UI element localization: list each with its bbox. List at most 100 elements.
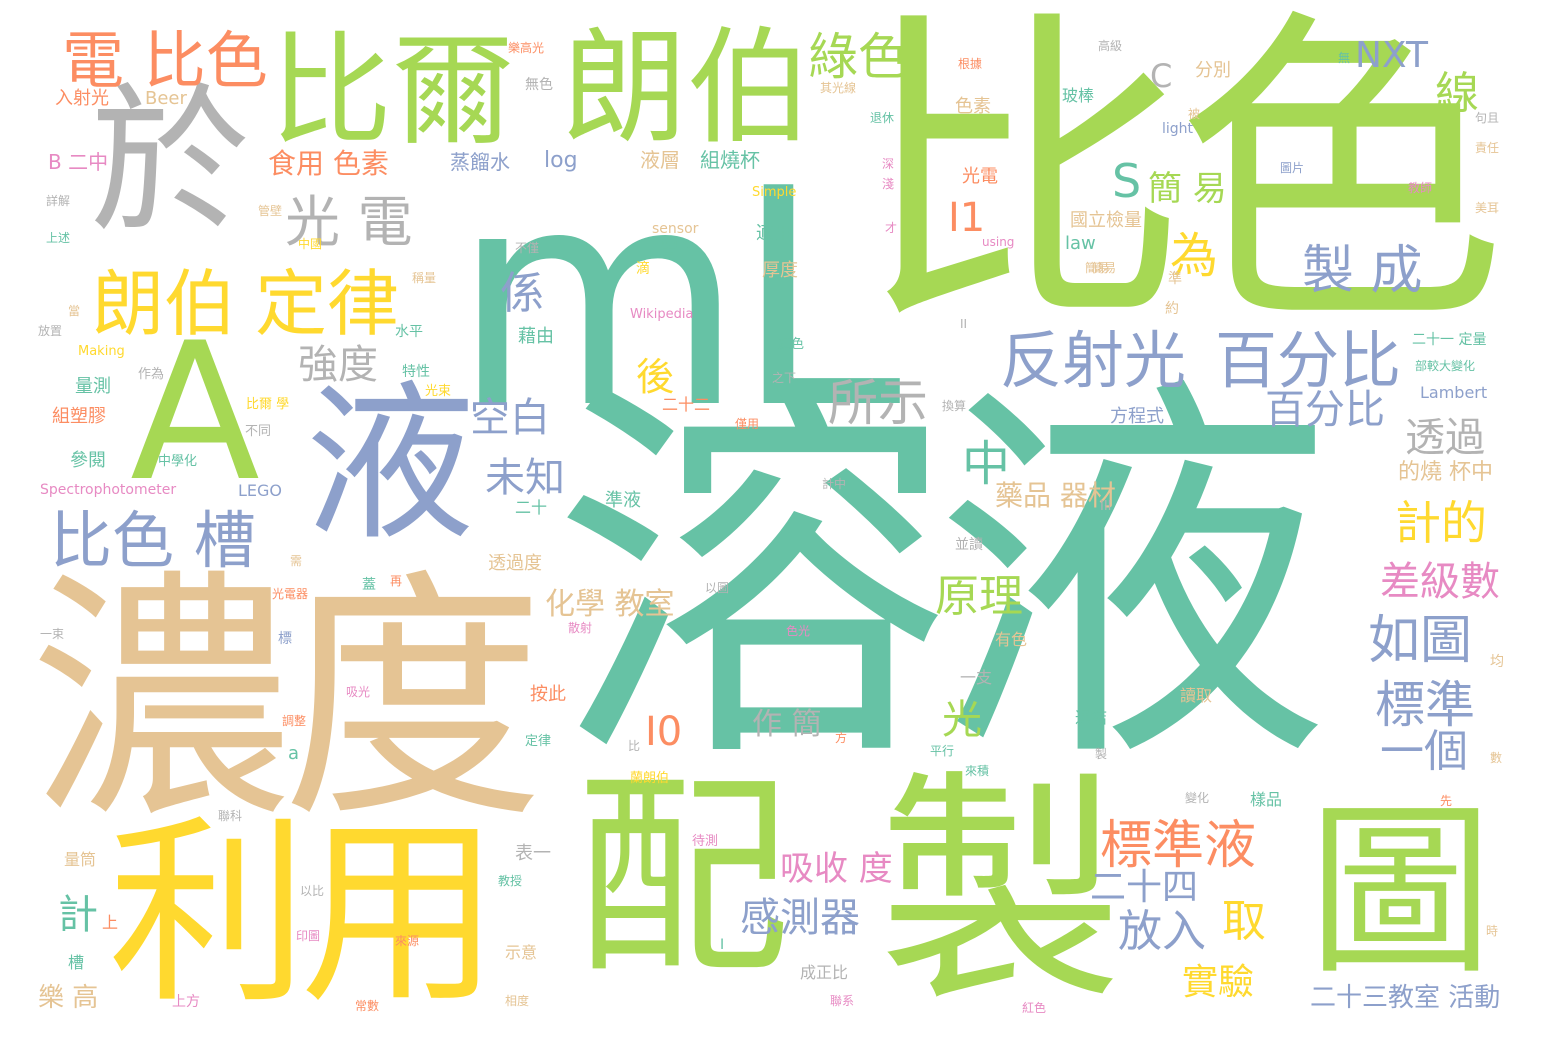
word-misc-gangguan: 管壁 (258, 204, 283, 218)
word-shiyan: 實驗 (1182, 962, 1255, 1003)
word-misc-gai: 蓋 (362, 577, 376, 593)
word-jiao: 計 (58, 892, 98, 938)
word-baifenbi: 百分比 (1215, 324, 1402, 397)
word-misc-dang: 當 (68, 304, 81, 318)
word-misc-jiaoshi: 教師 (1408, 181, 1433, 195)
word-misc-yuzhuan: 根據 (958, 57, 983, 71)
word-nongdu: 濃度 (30, 548, 544, 853)
word-lianghao: 量筒 (64, 850, 97, 869)
word-misc-biao: 標 (278, 631, 292, 647)
word-misc-zhi2: 製 (1095, 747, 1108, 761)
word-misc-yinzhou: 印圖 (296, 929, 321, 943)
word-guangdian: 光 電 (285, 190, 413, 254)
word-deshao: 的燒 杯中 (1398, 460, 1493, 485)
word-misc-budan: 不僅 (515, 241, 540, 255)
word-misc-cai: 才 (885, 221, 898, 235)
word-spectro: Spectrophotometer (40, 482, 177, 498)
word-rutu: 如圖 (1368, 611, 1473, 671)
word-bibu: 比爾 學 (246, 397, 290, 412)
word-chengzhengbi: 成正比 (800, 963, 849, 982)
word-jide: 計的 (1395, 496, 1487, 550)
word-yizhi: 一支 (960, 668, 993, 687)
word-misc-shi: 時 (1486, 924, 1499, 938)
word-langbo: 朗伯 (562, 16, 812, 161)
word-misc-meier: 美耳 (1475, 201, 1500, 215)
word-guangdian2: 光電 (962, 166, 998, 187)
word-anci: 按此 (530, 684, 566, 705)
word-dinglv: 定律 (255, 262, 400, 346)
word-misc-di: 滴 (636, 261, 650, 277)
word-misc-xiangdu: 相度 (505, 994, 530, 1008)
word-ershier: 二十二 (662, 395, 711, 414)
word-rongye: 溶液 (552, 347, 1332, 812)
word-jieyou: 藉由 (518, 326, 554, 347)
word-misc-hongse: 紅色 (1022, 1001, 1047, 1015)
word-duqu: 讀取 (1180, 686, 1213, 705)
word-zusujiao: 組塑膠 (52, 406, 106, 427)
word-misc-yue: 約 (1165, 301, 1179, 317)
word-suoshi: 所示 (828, 374, 928, 432)
word-ershi: 二十 (515, 498, 548, 517)
word-biaozhunye: 標準液 (1100, 816, 1257, 876)
word-misc-zhongguo: 中國 (298, 237, 323, 251)
word-misc-zai: 再 (390, 574, 403, 588)
word-yeceng: 液層 (640, 148, 680, 172)
word-texing: 特性 (402, 364, 430, 380)
word-s: S (1112, 154, 1142, 208)
word-misc-lafengbo: 蘭朗伯 (630, 771, 670, 786)
word-misc-jiaoyuan: 教授 (498, 874, 523, 888)
word-misc-bianhua: 變化 (1185, 791, 1210, 805)
word-baifenbi2: 百分比 (1265, 387, 1385, 433)
word-zhunye: 準液 (605, 490, 641, 511)
word-misc-fangtu: 放置 (38, 324, 63, 338)
word-making: Making (78, 344, 125, 359)
word-hou: 後 (636, 355, 675, 399)
word-i-small: I (720, 937, 725, 953)
word-guangshu: 光束 (425, 384, 452, 399)
word-simple: Simple (752, 185, 797, 200)
word-ii: II (960, 317, 968, 331)
word-ml: mL (452, 125, 901, 474)
word-misc-jiandan: 簡易 (1085, 261, 1110, 275)
word-misc-wenxiu: 退休 (870, 111, 895, 125)
word-misc-qiguangxian: 其光線 (820, 81, 857, 95)
word-zhongxue: 中學化 (158, 454, 198, 469)
word-sensor: sensor (652, 221, 699, 237)
word-misc-seguang: 色光 (786, 624, 811, 638)
word-bisecao: 比色 槽 (50, 504, 256, 577)
word-wikipedia: Wikipedia (630, 307, 694, 322)
word-dian-bise: 電 比色 (62, 24, 268, 97)
word-zhong: 中 (962, 436, 1011, 492)
word-houdu: 厚度 (762, 260, 798, 281)
word-shuiping: 水平 (395, 324, 423, 340)
word-misc-jianshi: 簡易 (1092, 261, 1117, 275)
word-beer: Beer (145, 88, 187, 109)
word-cao: 槽 (68, 953, 85, 972)
word-xishoudu: 吸收 度 (780, 849, 893, 889)
word-yuanli: 原理 (935, 571, 1023, 622)
word-ershisan: 二十三教室 活動 (1310, 983, 1501, 1013)
word-weizhi: 未知 (485, 455, 565, 501)
word-huanhua: 換算 (942, 399, 967, 413)
word-misc-laiyuan: 來源 (395, 934, 420, 948)
word-lvse: 綠色 (808, 28, 908, 86)
word-misc-xiangjiao: 部較大變化 (1415, 359, 1476, 373)
word-misc-jiejie: 詳解 (46, 194, 71, 208)
word-rushe: 入射光 (55, 88, 109, 109)
word-wei: 為 (1170, 228, 1219, 284)
word-fanshe: 反射光 (1000, 324, 1187, 397)
word-ershisi: 二十四 (1090, 867, 1199, 908)
word-b-erzhong: B 二中 (48, 150, 109, 174)
word-misc-daice: 待測 (692, 834, 719, 849)
word-butong: 不同 (245, 424, 272, 439)
word-yunjie: 運結 (1075, 708, 1108, 727)
word-zhiru: 置入 (660, 240, 696, 261)
word-liyong: 利用 (108, 798, 500, 1031)
word-ershiyi: 二十一 定量 (1412, 332, 1487, 348)
word-misc-xu: 需 (290, 554, 303, 568)
word-zuzhaobei: 組燒杯 (700, 148, 760, 172)
word-yuegao: 樂 高 (38, 983, 99, 1013)
word-liangce: 量測 (75, 376, 111, 397)
word-iii: III (1100, 499, 1112, 514)
